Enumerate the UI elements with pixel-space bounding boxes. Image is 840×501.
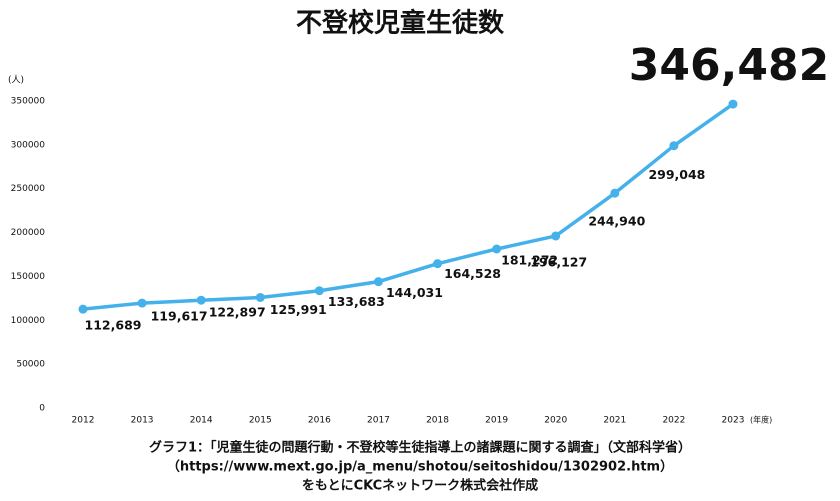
y-tick-label: 350000	[11, 97, 46, 107]
value-label: 119,617	[151, 309, 208, 324]
y-tick-label: 250000	[11, 184, 46, 194]
value-label: 244,940	[588, 214, 645, 229]
x-tick-label: 2018	[426, 416, 449, 426]
x-tick-label: 2014	[190, 416, 213, 426]
y-tick-label: 200000	[11, 228, 46, 238]
value-label: 164,528	[444, 266, 501, 281]
x-tick-label: 2022	[662, 416, 685, 426]
x-tick-label: 2013	[131, 416, 154, 426]
y-tick-label: 150000	[11, 272, 46, 282]
point	[610, 188, 620, 198]
x-unit: (年度)	[750, 415, 772, 425]
point	[373, 277, 383, 287]
y-unit: (人)	[8, 75, 24, 86]
point	[433, 259, 443, 269]
y-tick-label: 0	[39, 404, 45, 414]
source-line: （https://www.mext.go.jp/a_menu/shotou/se…	[167, 459, 673, 475]
point	[196, 295, 206, 305]
x-tick-label: 2019	[485, 416, 508, 426]
chart-title: 不登校児童生徒数	[296, 8, 505, 39]
value-label: 196,127	[530, 254, 587, 269]
source-line: をもとにCKCネットワーク株式会社作成	[302, 478, 538, 494]
x-tick-label: 2020	[544, 416, 567, 426]
point	[728, 99, 738, 109]
value-label: 125,991	[270, 302, 327, 317]
point	[314, 286, 324, 296]
point	[492, 244, 502, 254]
value-label: 133,683	[328, 294, 385, 309]
x-tick-label: 2016	[308, 416, 331, 426]
x-tick-label: 2023	[722, 416, 745, 426]
value-label: 112,689	[85, 318, 142, 333]
y-tick-label: 50000	[16, 360, 45, 370]
value-label: 144,031	[386, 285, 443, 300]
x-tick-label: 2021	[603, 416, 626, 426]
point	[78, 304, 88, 314]
value-label: 346,482	[629, 40, 829, 91]
value-label: 122,897	[209, 305, 266, 320]
point	[669, 141, 679, 151]
point	[255, 292, 265, 302]
x-tick-label: 2012	[72, 416, 95, 426]
y-tick-label: 300000	[11, 140, 46, 150]
point	[551, 231, 561, 241]
line	[82, 102, 735, 311]
value-label: 181,272	[501, 252, 558, 267]
x-tick-label: 2017	[367, 416, 390, 426]
y-tick-label: 100000	[11, 316, 46, 326]
point	[137, 298, 147, 308]
value-label: 299,048	[648, 167, 705, 182]
x-tick-label: 2015	[249, 416, 272, 426]
source-line: グラフ1：「児童生徒の問題行動・不登校等生徒指導上の諸課題に関する調査」（文部科…	[149, 440, 691, 456]
